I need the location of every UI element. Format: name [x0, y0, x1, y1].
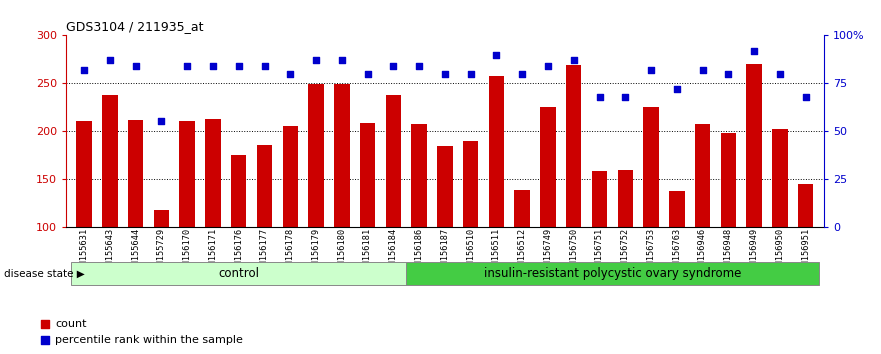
Point [696, 67, 710, 73]
Point [747, 48, 761, 53]
Bar [669, 191, 685, 227]
Point [232, 63, 246, 69]
Point [77, 67, 91, 73]
Text: GDS3104 / 211935_at: GDS3104 / 211935_at [66, 20, 204, 33]
Bar [721, 133, 737, 227]
Bar [256, 145, 272, 227]
Point [154, 119, 168, 124]
Point [722, 71, 736, 76]
Text: disease state ▶: disease state ▶ [4, 268, 85, 278]
Bar [153, 210, 169, 227]
Bar [437, 146, 453, 227]
Bar [308, 84, 324, 227]
Bar [489, 76, 504, 227]
Bar [102, 95, 118, 227]
Bar [463, 141, 478, 227]
Text: control: control [218, 267, 259, 280]
Bar [205, 119, 221, 227]
Point [309, 57, 323, 63]
Point [412, 63, 426, 69]
Text: insulin-resistant polycystic ovary syndrome: insulin-resistant polycystic ovary syndr… [484, 267, 741, 280]
Point [593, 94, 607, 99]
Legend: count, percentile rank within the sample: count, percentile rank within the sample [41, 319, 243, 345]
Bar [592, 171, 607, 227]
Point [670, 86, 684, 92]
Bar [71, 262, 406, 285]
Bar [772, 129, 788, 227]
Bar [798, 183, 813, 227]
Point [490, 52, 504, 57]
Point [257, 63, 271, 69]
Bar [128, 120, 144, 227]
Bar [515, 190, 530, 227]
Point [773, 71, 787, 76]
Bar [411, 124, 427, 227]
Point [283, 71, 297, 76]
Point [515, 71, 529, 76]
Bar [643, 107, 659, 227]
Point [129, 63, 143, 69]
Point [103, 57, 117, 63]
Point [463, 71, 478, 76]
Bar [180, 121, 195, 227]
Point [206, 63, 220, 69]
Bar [566, 65, 581, 227]
Point [799, 94, 813, 99]
Bar [540, 107, 556, 227]
Bar [231, 155, 247, 227]
Point [541, 63, 555, 69]
Point [438, 71, 452, 76]
Bar [359, 123, 375, 227]
Point [335, 57, 349, 63]
Point [386, 63, 400, 69]
Bar [77, 121, 92, 227]
Point [618, 94, 633, 99]
Point [644, 67, 658, 73]
Bar [746, 64, 762, 227]
Point [566, 57, 581, 63]
Bar [283, 126, 298, 227]
Bar [406, 262, 818, 285]
Bar [386, 95, 401, 227]
Bar [618, 170, 633, 227]
Bar [695, 124, 710, 227]
Bar [334, 84, 350, 227]
Point [360, 71, 374, 76]
Point [180, 63, 194, 69]
